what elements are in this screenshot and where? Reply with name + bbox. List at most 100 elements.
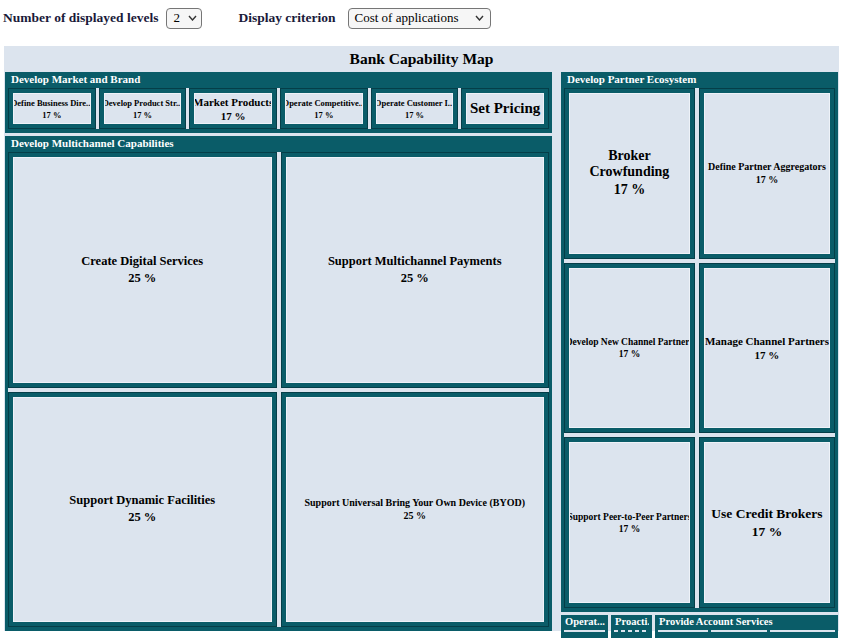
capability-leaf: Manage Channel Partners 17 % [704,268,830,429]
section-operate: Operat... [561,615,608,638]
capability-name: Use Credit Brokers [711,506,822,522]
capability-leaf: Broker Crowfunding 17 % [569,93,690,254]
cell-top-sliver [635,630,639,632]
cell-top-sliver [770,630,835,632]
capability-value: 25 % [404,510,427,521]
chevron-down-icon [475,15,484,21]
section-header[interactable]: Develop Market and Brand [8,72,549,88]
criterion-select[interactable]: Cost of applications [348,8,491,29]
cell-develop-new-channel-partners[interactable]: Develop New Channel Partners 17 % [564,263,695,434]
section-develop-partner-ecosystem: Develop Partner Ecosystem Broker Crowfun… [561,72,838,612]
capability-name: Support Peer-to-Peer Partners [569,512,690,522]
section-develop-market-and-brand: Develop Market and Brand Define Business… [5,72,552,133]
capability-value: 25 % [128,510,156,525]
capability-leaf: Support Dynamic Facilities 25 % [13,397,272,623]
capability-name: Support Multichannel Payments [328,254,502,269]
cell-support-multichannel-payments[interactable]: Support Multichannel Payments 25 % [281,152,550,388]
cell-top-sliver [628,630,632,632]
capability-map: Bank Capability Map Develop Market and B… [4,46,839,631]
cell-operate-customer[interactable]: Operate Customer I... 17 % [371,88,459,129]
section-header[interactable]: Develop Partner Ecosystem [564,72,835,88]
capability-name: Define Partner Aggregators [708,161,826,172]
cell-top-sliver [658,630,708,632]
capability-leaf: Define Business Dire... 17 % [13,93,91,124]
capability-leaf: Use Credit Brokers 17 % [704,442,830,603]
capability-name: Create Digital Services [81,254,203,269]
capability-leaf: Operate Competitive... 17 % [285,93,363,124]
cell-top-sliver [621,630,625,632]
capability-value: 25 % [401,271,429,286]
capability-leaf: Define Partner Aggregators 17 % [704,93,830,254]
capability-value: 17 % [619,524,640,534]
section-proactive: Proacti... [611,615,652,638]
cell-top-edges [658,630,835,632]
map-left-column: Develop Market and Brand Define Business… [5,72,552,631]
section-provide-account-services: Provide Account Services [655,615,838,638]
capability-leaf: Create Digital Services 25 % [13,157,272,383]
cell-top-sliver [564,630,605,632]
criterion-label: Display criterion [238,10,335,26]
capability-value: 17 % [752,524,782,540]
capability-name: Broker Crowfunding [572,148,687,180]
capability-value: 17 % [42,110,61,120]
capability-leaf: Support Universal Bring Your Own Device … [286,397,545,623]
section-cells: Define Business Dire... 17 % Develop Pro… [8,88,549,129]
bottom-sections-row: Operat... Proacti... Provide Account Ser… [561,615,838,638]
section-header[interactable]: Proacti... [614,615,649,629]
cell-create-digital-services[interactable]: Create Digital Services 25 % [8,152,277,388]
cell-define-partner-aggregators[interactable]: Define Partner Aggregators 17 % [699,88,835,259]
capability-name: Set Pricing [470,100,540,117]
capability-value: 17 % [314,110,333,120]
cell-market-products[interactable]: Market Products 17 % [189,88,277,129]
capability-name: Develop New Channel Partners [569,337,690,347]
section-header[interactable]: Provide Account Services [658,615,835,629]
capability-leaf: Market Products 17 % [194,93,272,124]
capability-name: Operate Customer I... [376,98,454,108]
cell-support-byod[interactable]: Support Universal Bring Your Own Device … [281,392,550,628]
levels-select-value: 2 [173,10,180,26]
chevron-down-icon [188,15,197,21]
cell-manage-channel-partners[interactable]: Manage Channel Partners 17 % [699,263,835,434]
capability-leaf: Develop Product Str... 17 % [104,93,182,124]
capability-value: 25 % [128,271,156,286]
capability-value: 17 % [619,349,640,359]
capability-name: Operate Competitive... [285,98,363,108]
capability-value: 17 % [221,110,246,122]
cell-support-peer-to-peer-partners[interactable]: Support Peer-to-Peer Partners 17 % [564,437,695,608]
levels-select[interactable]: 2 [166,8,202,29]
capability-name: Support Universal Bring Your Own Device … [304,497,525,508]
cell-top-edges [614,630,649,632]
cell-use-credit-brokers[interactable]: Use Credit Brokers 17 % [699,437,835,608]
section-header[interactable]: Develop Multichannel Capabilities [8,136,549,152]
control-bar: Number of displayed levels 2 Display cri… [3,6,491,30]
cell-broker-crowfunding[interactable]: Broker Crowfunding 17 % [564,88,695,259]
capability-value: 17 % [756,174,779,185]
capability-leaf: Support Peer-to-Peer Partners 17 % [569,442,690,603]
cell-set-pricing[interactable]: Set Pricing [461,88,549,129]
section-cells: Create Digital Services 25 % Support Mul… [8,152,549,627]
cell-top-sliver [614,630,618,632]
capability-name: Develop Product Str... [104,98,182,108]
cell-top-sliver [642,630,646,632]
capability-value: 17 % [405,110,424,120]
capability-value: 17 % [614,182,646,198]
map-title: Bank Capability Map [4,50,839,72]
section-develop-multichannel-capabilities: Develop Multichannel Capabilities Create… [5,136,552,631]
cell-support-dynamic-facilities[interactable]: Support Dynamic Facilities 25 % [8,392,277,628]
capability-leaf: Operate Customer I... 17 % [376,93,454,124]
capability-value: 17 % [755,349,780,361]
capability-name: Define Business Dire... [13,98,91,108]
cell-develop-product-strategy[interactable]: Develop Product Str... 17 % [99,88,187,129]
capability-value: 17 % [133,110,152,120]
capability-leaf: Set Pricing [466,93,544,124]
criterion-select-value: Cost of applications [355,10,459,26]
cell-define-business-direction[interactable]: Define Business Dire... 17 % [8,88,96,129]
capability-name: Market Products [194,96,272,108]
capability-name: Support Dynamic Facilities [69,493,215,508]
capability-name: Manage Channel Partners [705,335,829,347]
map-right-column: Develop Partner Ecosystem Broker Crowfun… [561,72,838,638]
section-header[interactable]: Operat... [564,615,605,629]
section-cells: Broker Crowfunding 17 % Define Partner A… [564,88,835,608]
cell-top-sliver [711,630,766,632]
cell-operate-competitive[interactable]: Operate Competitive... 17 % [280,88,368,129]
